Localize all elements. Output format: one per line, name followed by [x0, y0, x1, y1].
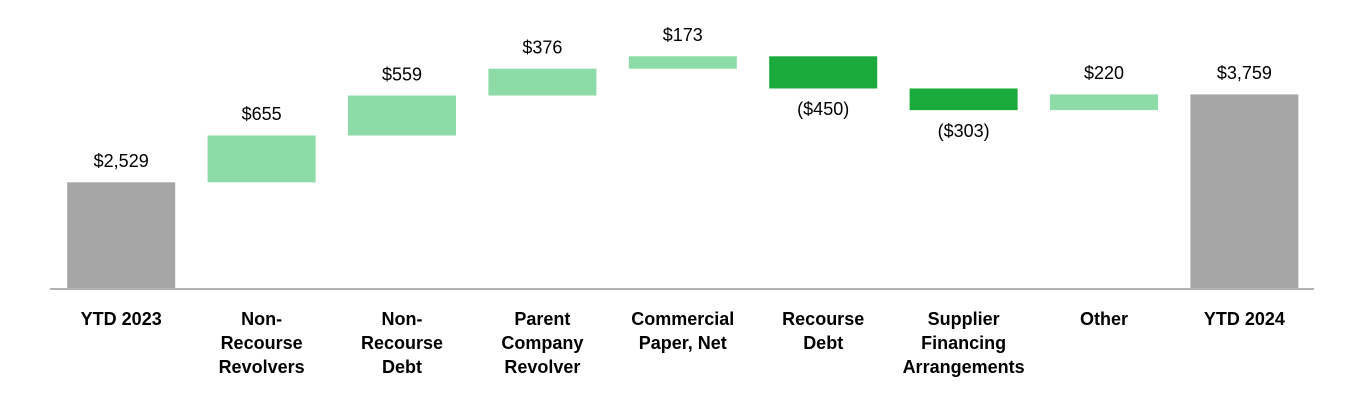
bar: [769, 56, 878, 89]
x-tick-label: Recourse: [782, 309, 864, 329]
value-label: $3,759: [1217, 63, 1272, 83]
x-tick-label: YTD 2024: [1204, 309, 1285, 329]
x-tick-label: Debt: [382, 357, 422, 377]
x-tick-label: Recourse: [221, 333, 303, 353]
x-tick-label: Revolvers: [219, 357, 305, 377]
x-tick-label: Arrangements: [903, 357, 1025, 377]
x-tick-label: Financing: [921, 333, 1006, 353]
x-tick-label: Recourse: [361, 333, 443, 353]
value-label: $220: [1084, 63, 1124, 83]
x-tick-label: Revolver: [504, 357, 580, 377]
value-label: $655: [242, 104, 282, 124]
x-tick-label: Non-: [241, 309, 282, 329]
x-tick-label: Parent: [514, 309, 570, 329]
value-label: $376: [522, 37, 562, 57]
x-tick-label: Debt: [803, 333, 843, 353]
value-label: ($450): [797, 99, 849, 119]
value-label: $2,529: [94, 151, 149, 171]
x-tick-label: Non-: [382, 309, 423, 329]
x-tick-label: Commercial: [631, 309, 734, 329]
x-tick-label: Paper, Net: [639, 333, 727, 353]
bar: [348, 95, 456, 136]
bar: [628, 56, 737, 69]
value-label: $173: [663, 25, 703, 45]
x-tick-label: Other: [1080, 309, 1128, 329]
bar: [207, 135, 316, 183]
x-tick-label: Company: [501, 333, 583, 353]
value-label: ($303): [938, 121, 990, 141]
bar: [909, 88, 1018, 111]
x-tick-label: YTD 2023: [81, 309, 162, 329]
bar: [1050, 94, 1158, 111]
value-label: $559: [382, 64, 422, 84]
bar: [488, 68, 597, 96]
x-tick-label: Supplier: [928, 309, 1000, 329]
bar: [67, 182, 176, 288]
bar: [1190, 94, 1299, 289]
